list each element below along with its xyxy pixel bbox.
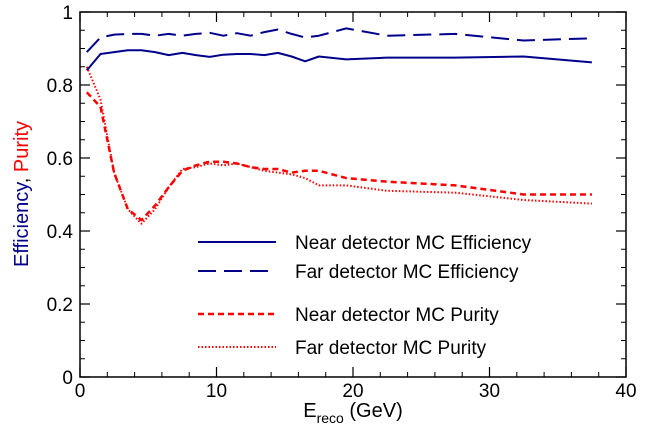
axis-ticks — [79, 11, 627, 378]
x-tick-label: 10 — [206, 381, 227, 402]
x-tick-label: 30 — [479, 381, 500, 402]
legend-label-3: Near detector MC Purity — [295, 305, 499, 326]
x-tick-label: 20 — [342, 381, 363, 402]
series-line-4 — [85, 66, 592, 225]
series-line-3 — [85, 91, 592, 222]
y-axis-title: Efficiency, Purity — [11, 121, 33, 267]
x-axis-title-main: E — [303, 400, 316, 422]
legend: Near detector MC Efficiency Far detector … — [198, 233, 532, 359]
legend-label-4: Far detector MC Purity — [295, 338, 487, 359]
x-axis-title-unit: (GeV) — [344, 400, 403, 422]
x-axis-title: Ereco (GeV) — [303, 400, 402, 426]
y-tick-label: 0 — [62, 368, 73, 389]
series-line-2 — [86, 27, 592, 53]
x-axis-title-subscript: reco — [317, 410, 344, 426]
x-tick-label: 0 — [75, 381, 86, 402]
y-tick-label: 1 — [62, 3, 73, 24]
series-lines — [85, 27, 592, 225]
x-tick-label: 40 — [615, 381, 636, 402]
axis-tick-labels: 0 10 20 30 40 0 0.2 0.4 0.6 0.8 1 — [47, 3, 637, 402]
y-tick-label: 0.2 — [47, 295, 73, 316]
y-axis-title-separator: , — [11, 172, 33, 183]
y-tick-label: 0.4 — [47, 222, 74, 243]
y-tick-label: 0.6 — [47, 149, 73, 170]
legend-label-2: Far detector MC Efficiency — [295, 262, 519, 283]
y-axis-title-efficiency: Efficiency — [11, 182, 33, 267]
y-axis-title-purity: Purity — [11, 121, 33, 172]
legend-label-1: Near detector MC Efficiency — [295, 233, 532, 254]
y-tick-label: 0.8 — [47, 76, 73, 97]
series-line-1 — [86, 49, 592, 72]
